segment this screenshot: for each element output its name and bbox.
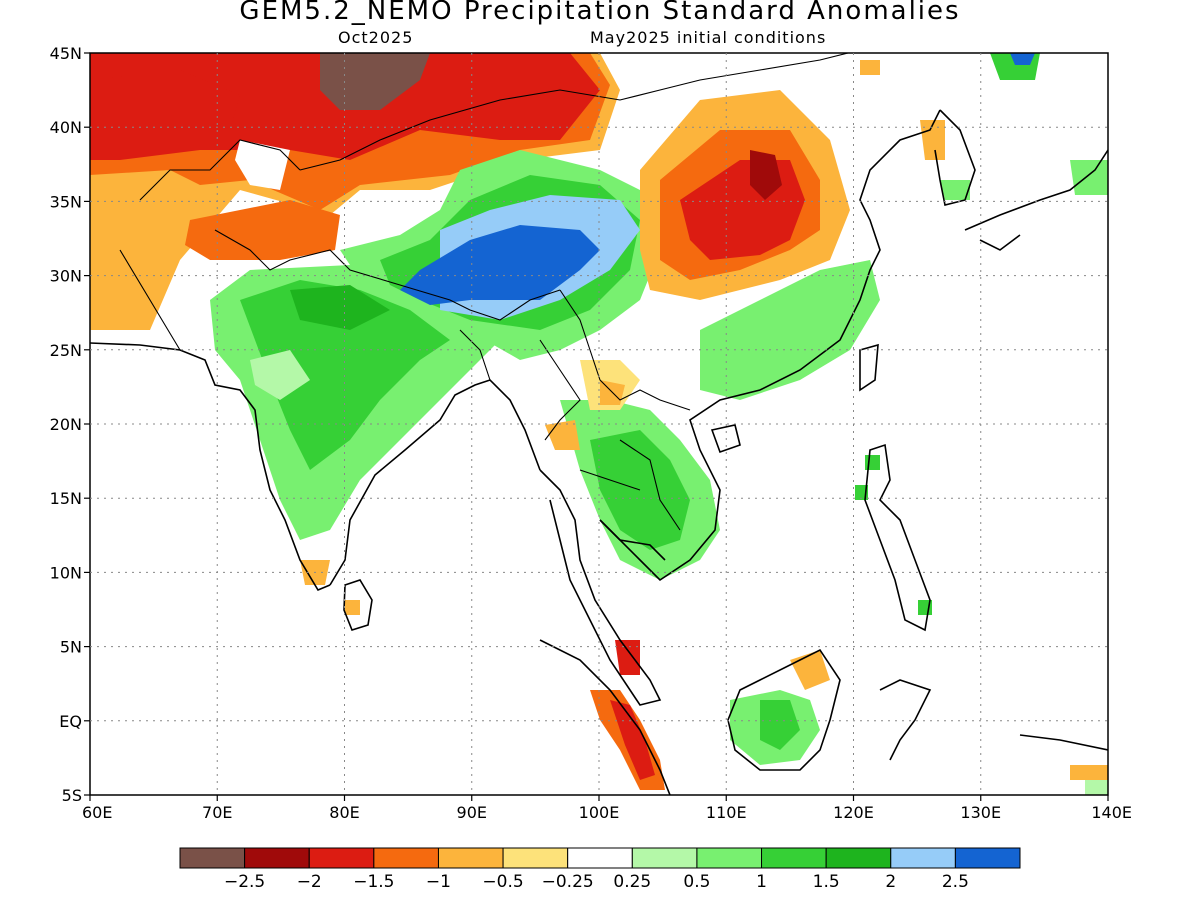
latitude-axis: 45N 40N 35N 30N 25N 20N 15N 10N 5N EQ 5S [50,44,90,805]
lat-label: 40N [50,118,82,137]
lon-label: 140E [1091,803,1132,822]
colorbar-label: 2 [885,872,896,892]
lon-label: 120E [833,803,874,822]
country-borders [119,53,851,531]
colorbar-swatch [631,847,698,869]
initial-conditions: May2025 initial conditions [590,28,827,47]
coastlines [90,109,1108,795]
colorbar-label: −1.5 [353,872,394,892]
colorbar: −2.5 −2 −1.5 −1 −0.5 −0.25 0.25 0.5 1 1.5 2 2.5 [179,847,1021,892]
colorbar-swatch [437,847,504,869]
lat-label: EQ [59,712,82,731]
lat-label: 45N [50,44,82,63]
colorbar-swatch [696,847,763,869]
colorbar-label: 2.5 [942,872,969,892]
lon-label: 130E [960,803,1001,822]
lon-label: 70E [202,803,232,822]
lat-label: 35N [50,192,82,211]
colorbar-swatch [761,847,827,869]
colorbar-swatch [373,847,439,869]
colorbar-swatch [308,847,375,869]
lat-label: 15N [50,489,82,508]
lat-label: 30N [50,267,82,286]
lon-label: 60E [82,803,112,822]
colorbar-swatch [179,847,246,869]
colorbar-label: 0.5 [683,872,710,892]
anomaly-field [90,53,1108,795]
colorbar-label: −1 [426,872,451,892]
lat-label: 5N [60,638,82,657]
colorbar-swatch [890,847,956,869]
forecast-month: Oct2025 [338,28,414,47]
colorbar-swatch [502,847,569,869]
colorbar-label: 1 [756,872,767,892]
graticule [90,53,1108,795]
lat-label: 25N [50,341,82,360]
colorbar-swatch [825,847,892,869]
lon-label: 100E [579,803,620,822]
colorbar-swatch [244,847,310,869]
colorbar-swatch [954,847,1021,869]
lat-label: 10N [50,563,82,582]
lon-label: 110E [706,803,747,822]
lon-label: 90E [457,803,487,822]
colorbar-label: 0.25 [613,872,651,892]
colorbar-label: 1.5 [813,872,840,892]
colorbar-label: −2.5 [224,872,265,892]
lon-label: 80E [329,803,359,822]
longitude-axis: 60E 70E 80E 90E 100E 110E 120E 130E 140E [82,795,1132,822]
map-title: GEM5.2_NEMO Precipitation Standard Anoma… [239,0,961,26]
lat-label: 5S [62,786,82,805]
colorbar-label: −0.5 [482,872,523,892]
colorbar-label: −0.25 [542,872,594,892]
colorbar-swatch [567,847,633,869]
colorbar-label: −2 [297,872,322,892]
lat-label: 20N [50,415,82,434]
